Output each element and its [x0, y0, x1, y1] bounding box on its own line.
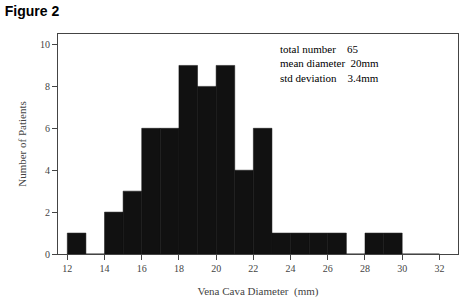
- svg-text:26: 26: [323, 263, 333, 274]
- svg-text:2: 2: [45, 207, 50, 218]
- svg-text:total number 65mean diamete: total number 65mean diameter 20mmstd dev…: [280, 43, 379, 84]
- svg-text:32: 32: [434, 263, 444, 274]
- svg-text:28: 28: [360, 263, 370, 274]
- svg-text:Vena Cava Diameter (mm): Vena Cava Diameter (mm): [198, 285, 319, 298]
- svg-text:12: 12: [62, 263, 72, 274]
- svg-text:16: 16: [137, 263, 147, 274]
- svg-text:24: 24: [286, 263, 296, 274]
- svg-text:Number of Patients: Number of Patients: [16, 101, 28, 187]
- svg-text:Figure 2: Figure 2: [5, 3, 60, 19]
- svg-text:30: 30: [397, 263, 407, 274]
- svg-text:14: 14: [100, 263, 110, 274]
- svg-text:6: 6: [45, 123, 50, 134]
- svg-text:0: 0: [45, 249, 50, 260]
- svg-text:20: 20: [211, 263, 221, 274]
- svg-text:4: 4: [45, 165, 50, 176]
- svg-text:18: 18: [174, 263, 184, 274]
- svg-text:10: 10: [40, 39, 50, 50]
- svg-text:8: 8: [45, 81, 50, 92]
- svg-text:22: 22: [248, 263, 258, 274]
